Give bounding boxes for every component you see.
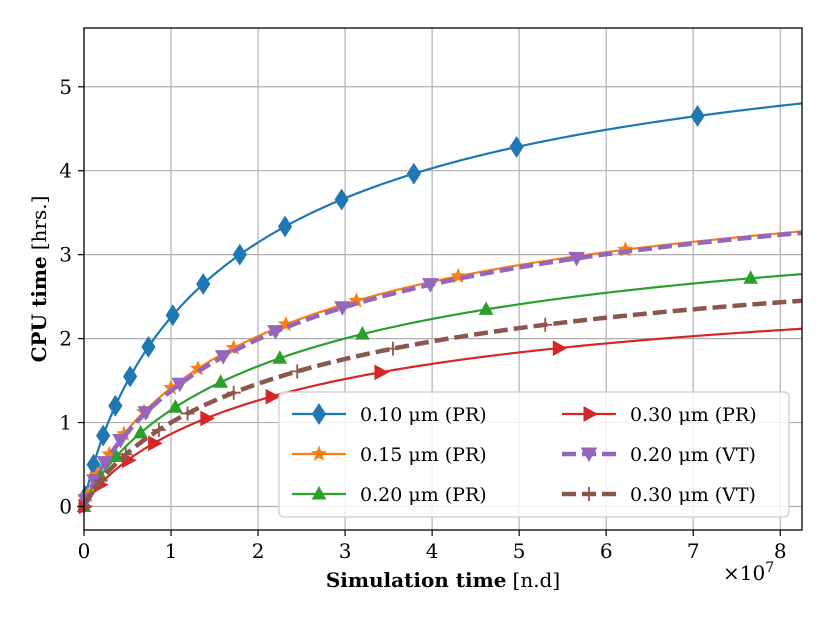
y-tick-label: 2 — [59, 327, 72, 351]
series-marker — [141, 335, 156, 358]
series-marker — [552, 340, 568, 356]
y-tick-label: 0 — [59, 494, 72, 518]
series-marker — [200, 410, 215, 427]
y-tick-label: 4 — [59, 159, 72, 183]
series-marker — [478, 301, 494, 315]
series-marker — [422, 278, 439, 293]
series-line — [81, 230, 803, 508]
x-tick-label: 8 — [774, 539, 787, 563]
series-marker — [96, 424, 111, 447]
y-axis-title: CPU time [hrs.] — [27, 196, 51, 363]
legend-entry: 0.30 μm (VT) — [562, 484, 756, 506]
legend-marker — [311, 485, 327, 500]
y-tick-label: 5 — [59, 75, 72, 99]
series-marker — [538, 317, 553, 332]
series-marker — [168, 399, 183, 413]
legend-label: 0.30 μm (PR) — [630, 404, 757, 426]
x-multiplier: ×107 — [723, 560, 774, 585]
legend-marker — [583, 406, 599, 422]
legend-box — [278, 391, 790, 518]
series-marker — [406, 162, 421, 185]
y-tick-label: 3 — [59, 243, 72, 267]
x-axis-title: Simulation time [n.d] — [326, 568, 560, 592]
y-axis-title-unit: [hrs.] — [27, 196, 51, 251]
series-marker — [108, 448, 124, 463]
legend-label: 0.15 μm (PR) — [360, 444, 487, 466]
series-marker — [277, 315, 295, 332]
x-tick-label: 5 — [513, 539, 526, 563]
series-marker — [226, 385, 241, 400]
legend-marker — [310, 445, 328, 462]
series-marker — [148, 435, 163, 452]
x-tick-label: 2 — [252, 539, 265, 563]
series-marker — [108, 394, 123, 417]
series-marker — [272, 350, 288, 364]
x-tick-label: 3 — [339, 539, 352, 563]
series-marker — [112, 434, 129, 449]
legend-marker — [311, 403, 327, 425]
series-marker — [96, 456, 114, 471]
plot-frame — [83, 27, 803, 531]
x-axis-title-bold: Simulation time — [326, 568, 507, 592]
x-tick-label: 6 — [600, 539, 613, 563]
legend-entry: 0.30 μm (PR) — [562, 404, 757, 426]
series-marker — [277, 215, 293, 238]
series-marker — [213, 374, 228, 388]
x-tick-label: 1 — [165, 539, 178, 563]
x-tick-label: 7 — [687, 539, 700, 563]
legend-label: 0.30 μm (VT) — [630, 484, 756, 506]
legend-label: 0.10 μm (PR) — [360, 404, 487, 426]
series-marker — [265, 388, 281, 405]
series-marker — [334, 301, 351, 316]
series-layer — [76, 102, 803, 515]
series-marker — [165, 304, 180, 327]
legend-entry: 0.15 μm (PR) — [292, 444, 487, 466]
series-marker — [449, 267, 467, 284]
legend-label: 0.20 μm (PR) — [360, 484, 487, 506]
series-marker — [93, 473, 108, 488]
series-marker — [196, 273, 211, 295]
legend-label: 0.20 μm (VT) — [630, 444, 756, 466]
ticks: 0 1 2 3 4 5 6 7 8 0 1 2 3 4 5 — [59, 75, 786, 563]
series-marker — [290, 364, 305, 379]
series-marker — [180, 406, 195, 421]
series-line — [82, 273, 803, 507]
series-marker — [374, 364, 389, 381]
series-marker — [123, 365, 138, 388]
legend-entry: 0.20 μm (VT) — [562, 444, 756, 466]
series-marker — [118, 447, 133, 462]
series-marker — [232, 243, 247, 266]
series-marker — [214, 350, 232, 365]
series-marker — [133, 424, 148, 439]
legend-entry: 0.20 μm (PR) — [292, 484, 487, 506]
y-tick-label: 1 — [59, 411, 72, 435]
series-line — [81, 298, 803, 508]
legend-marker — [582, 487, 596, 501]
legend: 0.10 μm (PR) 0.15 μm (PR) 0.20 μm (PR) 0.30… — [278, 391, 790, 518]
series-marker — [743, 270, 758, 284]
series-marker — [355, 326, 370, 340]
legend-marker — [580, 447, 598, 463]
x-tick-label: 0 — [78, 539, 91, 563]
series-marker — [171, 377, 189, 393]
legend-entry: 0.10 μm (PR) — [292, 403, 487, 426]
series-marker — [509, 136, 524, 158]
y-axis-title-bold: CPU time — [27, 256, 51, 362]
series-marker — [568, 251, 585, 267]
x-tick-label: 4 — [426, 539, 439, 563]
series-marker — [385, 341, 400, 356]
x-axis-title-unit: [n.d] — [513, 568, 561, 592]
series-marker — [690, 105, 705, 127]
series-marker — [334, 188, 349, 211]
series-marker — [137, 406, 155, 421]
series-marker — [151, 422, 166, 437]
series-marker — [267, 325, 284, 340]
